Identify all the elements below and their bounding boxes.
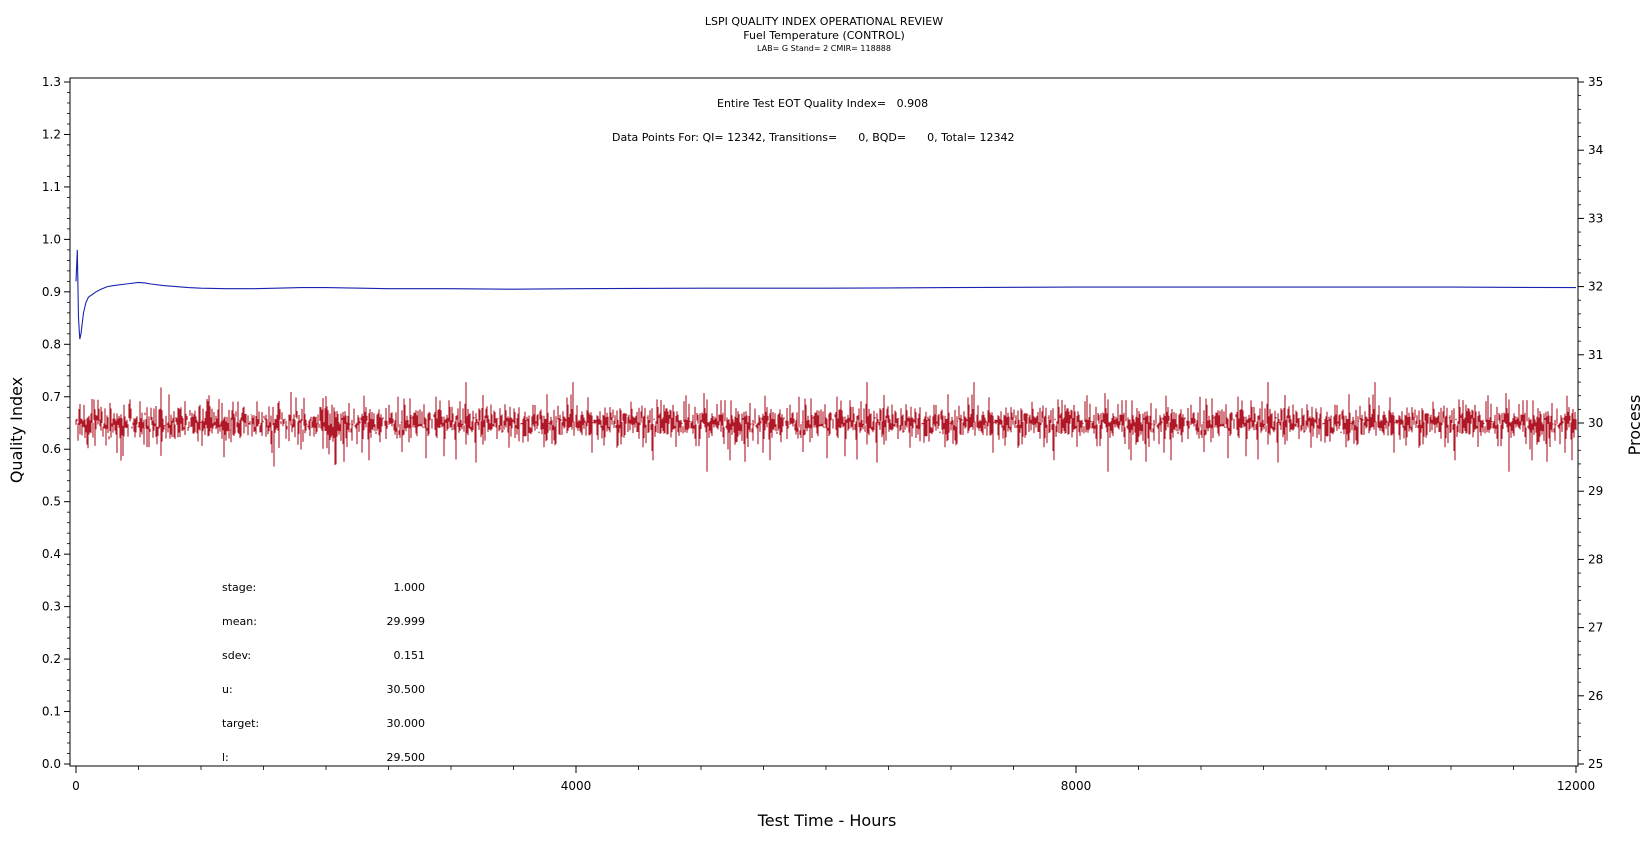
eot-quality-note: Entire Test EOT Quality Index= 0.908: [717, 97, 928, 110]
stat-label: sdev:: [222, 649, 251, 662]
left-tick-label: 1.1: [42, 180, 61, 194]
right-tick-label: 34: [1588, 143, 1603, 157]
left-axis: 0.0 0.1 0.2 0.3 0.4 0.5 0.6 0.7 0.8 0.9 1.0 1.1 1.2 1…: [42, 75, 70, 771]
left-tick-label: 1.0: [42, 232, 61, 246]
right-tick-label: 32: [1588, 280, 1603, 294]
stat-value: 29.999: [387, 615, 426, 628]
stat-label: target:: [222, 717, 259, 730]
right-tick-label: 30: [1588, 416, 1603, 430]
stat-label: u:: [222, 683, 233, 696]
stat-value: 29.500: [387, 751, 426, 764]
process-series-line: [75, 382, 1577, 472]
left-tick-label: 0.8: [42, 337, 61, 351]
right-tick-label: 27: [1588, 621, 1603, 635]
right-tick-label: 31: [1588, 348, 1603, 362]
stat-value: 0.151: [394, 649, 426, 662]
x-tick-label: 0: [72, 779, 80, 793]
stats-table: stage: 1.000 mean: 29.999 sdev: 0.151 u: 30.500…: [222, 581, 425, 764]
left-tick-label: 0.4: [42, 547, 61, 561]
left-tick-label: 0.7: [42, 390, 61, 404]
data-points-note: Data Points For: QI= 12342, Transitions=…: [612, 131, 1014, 144]
left-tick-label: 0.5: [42, 495, 61, 509]
left-tick-label: 0.6: [42, 442, 61, 456]
left-tick-label: 0.9: [42, 285, 61, 299]
series-layer: [75, 249, 1577, 472]
x-axis-label: Test Time - Hours: [757, 811, 897, 830]
right-axis: 25 26 27 28 29 30 31 32 33 34 35: [1578, 75, 1603, 771]
stat-value: 30.000: [387, 717, 426, 730]
y-axis-label-right: Process: [1625, 395, 1644, 456]
right-tick-label: 25: [1588, 757, 1603, 771]
chart-subtitle: Fuel Temperature (CONTROL): [743, 29, 905, 42]
left-tick-label: 0.2: [42, 652, 61, 666]
right-tick-label: 29: [1588, 484, 1603, 498]
quality-index-series-line: [75, 249, 1577, 340]
right-tick-label: 28: [1588, 552, 1603, 566]
stat-value: 1.000: [394, 581, 426, 594]
chart-subtitle-2: LAB= G Stand= 2 CMIR= 118888: [757, 44, 891, 53]
x-tick-label: 4000: [561, 779, 592, 793]
left-tick-label: 0.0: [42, 757, 61, 771]
right-tick-label: 35: [1588, 75, 1603, 89]
left-tick-label: 0.1: [42, 705, 61, 719]
x-tick-label: 12000: [1557, 779, 1595, 793]
right-tick-label: 26: [1588, 689, 1603, 703]
x-tick-label: 8000: [1061, 779, 1092, 793]
left-tick-label: 1.2: [42, 127, 61, 141]
stat-label: mean:: [222, 615, 257, 628]
stat-label: stage:: [222, 581, 256, 594]
left-tick-label: 1.3: [42, 75, 61, 89]
stat-value: 30.500: [387, 683, 426, 696]
plot-frame: [69, 77, 1579, 767]
y-axis-label-left: Quality Index: [7, 377, 26, 483]
right-tick-label: 33: [1588, 211, 1603, 225]
chart-title: LSPI QUALITY INDEX OPERATIONAL REVIEW: [705, 15, 943, 28]
left-tick-label: 0.3: [42, 600, 61, 614]
x-axis: 0 4000 8000 12000: [72, 766, 1595, 793]
stat-label: l:: [222, 751, 229, 764]
